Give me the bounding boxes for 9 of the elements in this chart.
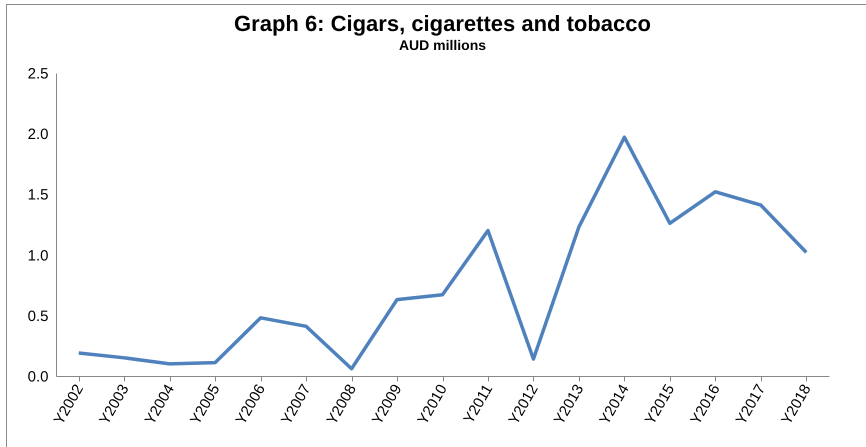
line-series: [76, 135, 808, 370]
chart-subtitle: AUD millions: [398, 37, 486, 53]
y-tick-label: 2.5: [28, 66, 48, 82]
y-tick-label: 0.5: [28, 308, 48, 325]
y-tick-label: 1.0: [28, 247, 48, 264]
chart-title: Graph 6: Cigars, cigarettes and tobacco: [234, 11, 651, 36]
y-tick-label: 1.5: [28, 186, 48, 204]
y-tick-label: 0.0: [28, 368, 48, 386]
y-tick-label: 2.0: [28, 126, 48, 144]
